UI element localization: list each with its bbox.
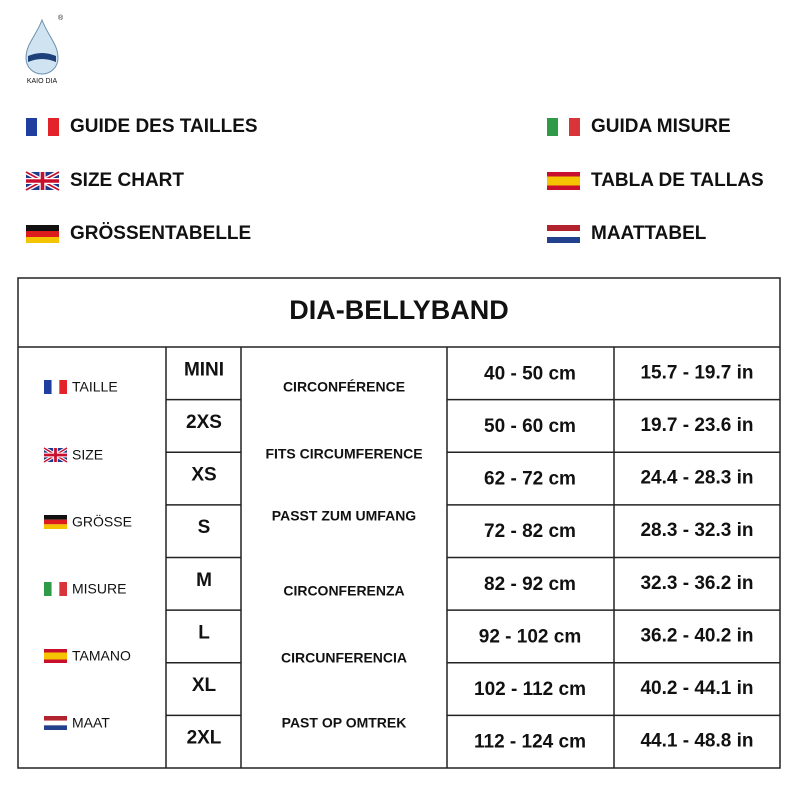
size-cell: M — [196, 570, 212, 591]
size-cell: S — [198, 517, 211, 538]
guide-title: TABLA DE TALLAS — [591, 170, 764, 191]
guide-title: GUIDA MISURE — [591, 116, 731, 137]
flag-part — [558, 118, 569, 136]
size-cell: XS — [191, 465, 216, 486]
flag-part — [547, 176, 580, 186]
flag-part — [547, 231, 580, 237]
flag-part — [44, 519, 67, 525]
cm-cell: 40 - 50 cm — [484, 363, 576, 384]
flag — [24, 170, 61, 192]
flag-part — [59, 380, 67, 394]
flag-part — [26, 231, 59, 237]
flag — [44, 649, 67, 663]
flag — [26, 118, 59, 136]
flag-part — [51, 582, 60, 596]
cm-cell: 112 - 124 cm — [474, 732, 586, 753]
flag-part — [26, 172, 59, 190]
table-frame — [17, 277, 781, 769]
flag — [547, 172, 580, 190]
flag-part — [37, 118, 48, 136]
size-label: MISURE — [72, 581, 126, 597]
size-label: GRÖSSE — [72, 513, 132, 530]
inch-cell: 19.7 - 23.6 in — [640, 415, 753, 436]
size-cell: L — [198, 622, 210, 643]
flag-part — [44, 515, 67, 520]
size-label: SIZE — [72, 447, 103, 463]
flag-part — [48, 118, 59, 136]
registered-mark: ® — [58, 14, 64, 22]
inch-cell: 44.1 - 48.8 in — [640, 731, 753, 752]
table-title: DIA-BELLYBAND — [289, 295, 509, 325]
inch-cell: 36.2 - 40.2 in — [640, 625, 753, 646]
flag — [44, 380, 67, 394]
flag-part — [547, 237, 580, 243]
flag-part — [44, 652, 67, 660]
flag-part — [44, 582, 52, 596]
flag-part — [44, 380, 52, 394]
size-label: MAAT — [72, 715, 110, 731]
cm-cell: 92 - 102 cm — [479, 626, 581, 647]
measure-label: CIRCONFÉRENCE — [283, 379, 405, 395]
inch-cell: 40.2 - 44.1 in — [640, 678, 753, 699]
measure-label: FITS CIRCUMFERENCE — [265, 446, 422, 462]
flag-part — [44, 720, 67, 726]
brand: KAIO DIA — [27, 78, 58, 85]
flag-part — [44, 725, 67, 730]
measure-label: PASST ZUM UMFANG — [272, 508, 417, 524]
flag-part — [26, 225, 59, 231]
flag — [44, 515, 67, 529]
cm-cell: 82 - 92 cm — [484, 574, 576, 595]
measure-label: CIRCONFERENZA — [283, 583, 404, 599]
flag-part — [44, 448, 67, 462]
size-label: TAILLE — [72, 379, 118, 395]
flag-part — [26, 118, 37, 136]
flag-part — [547, 118, 558, 136]
flag-part — [44, 716, 67, 721]
inch-cell: 28.3 - 32.3 in — [640, 520, 753, 541]
measure-label: CIRCUNFERENCIA — [281, 650, 407, 666]
cm-cell: 72 - 82 cm — [484, 521, 576, 542]
inch-cell: 24.4 - 28.3 in — [640, 468, 753, 489]
size-cell: 2XS — [186, 412, 222, 433]
size-cell: MINI — [184, 359, 224, 380]
size-cell: 2XL — [187, 728, 222, 749]
guide-title: GUIDE DES TAILLES — [70, 116, 258, 137]
cm-cell: 62 - 72 cm — [484, 469, 576, 490]
flag — [26, 225, 59, 243]
flag — [547, 225, 580, 243]
flag-part — [51, 380, 60, 394]
flag-part — [569, 118, 580, 136]
cm-cell: 50 - 60 cm — [484, 416, 576, 437]
flag — [43, 446, 68, 464]
inch-cell: 15.7 - 19.7 in — [640, 362, 753, 383]
flag — [44, 582, 67, 596]
size-label: TAMANO — [72, 648, 131, 664]
flag-part — [59, 582, 67, 596]
size-cell: XL — [192, 675, 217, 696]
flag-part — [26, 237, 59, 243]
flag — [547, 118, 580, 136]
cm-cell: 102 - 112 cm — [474, 679, 586, 700]
guide-title: GRÖSSENTABELLE — [70, 223, 251, 244]
guide-title: MAATTABEL — [591, 223, 707, 244]
flag-part — [44, 524, 67, 529]
flag-part — [547, 225, 580, 231]
guide-title: SIZE CHART — [70, 170, 184, 191]
inch-cell: 32.3 - 36.2 in — [640, 573, 753, 594]
logo: KAIO DIA ® — [25, 14, 64, 85]
measure-label: PAST OP OMTREK — [282, 715, 407, 731]
flag — [44, 716, 67, 730]
